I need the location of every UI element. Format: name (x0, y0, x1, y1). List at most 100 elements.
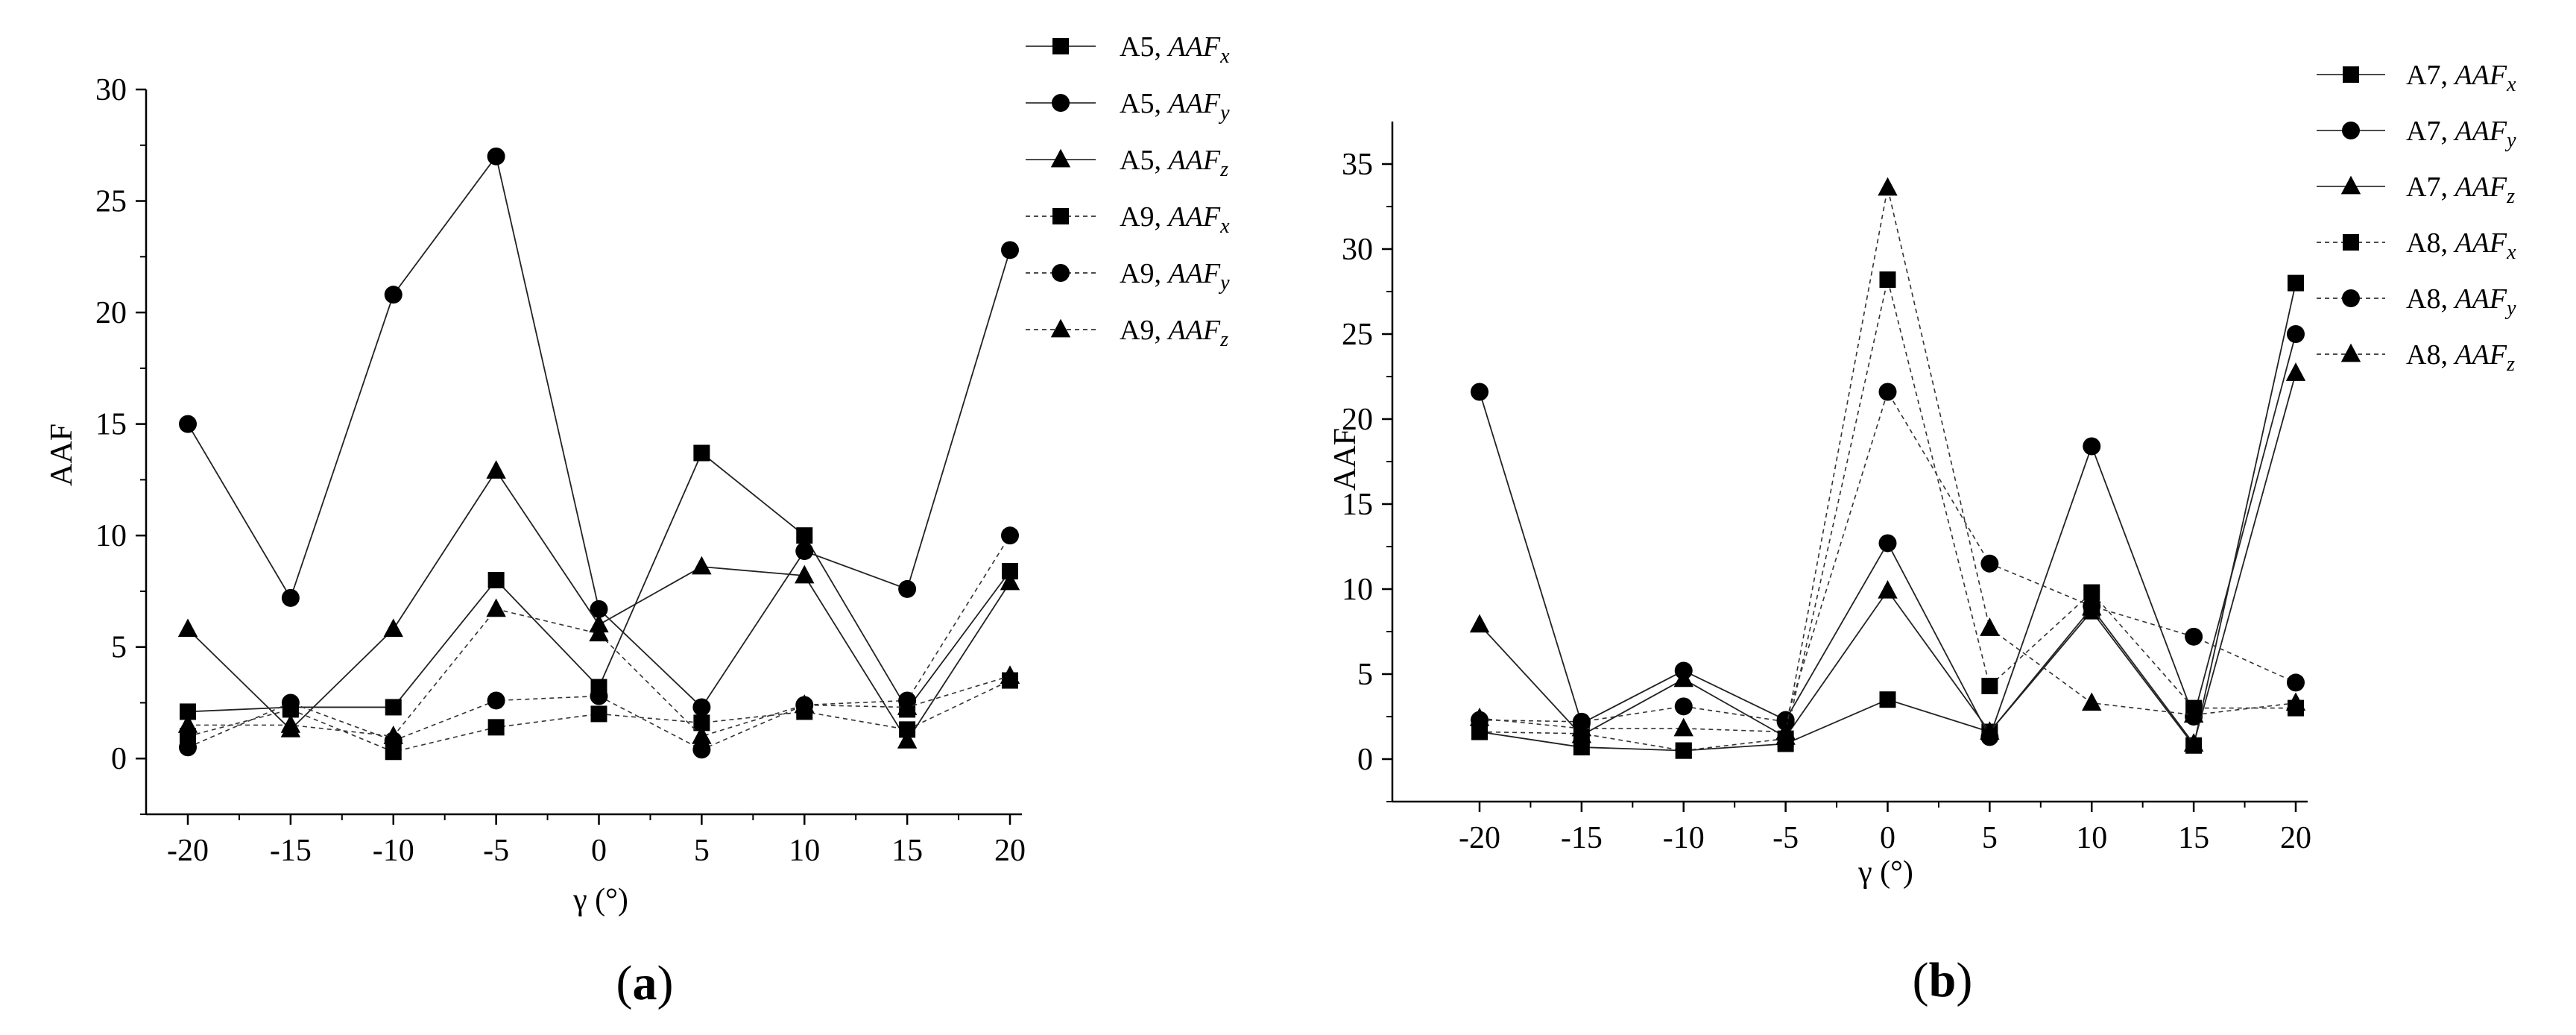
legend-label: A9, AAFy (1120, 258, 1230, 295)
legend-entry: A8, AAFz (2317, 339, 2515, 376)
data-point (590, 600, 608, 618)
data-point (693, 444, 710, 462)
y-tick-label: 30 (1342, 233, 1373, 267)
legend-entry: A5, AAFy (1026, 88, 1230, 125)
data-point (177, 618, 198, 638)
legend-marker (1052, 264, 1070, 282)
x-axis-label: γ (°) (572, 883, 628, 917)
data-point (1675, 742, 1692, 759)
data-point (590, 687, 608, 705)
data-point (1001, 241, 1019, 259)
series-line (1479, 390, 2296, 723)
legend-marker (1050, 318, 1071, 338)
data-point (384, 286, 402, 304)
data-point (692, 726, 712, 744)
data-point (1980, 617, 2000, 636)
data-point (2183, 733, 2204, 752)
x-tick-label: -5 (483, 834, 509, 868)
data-point (590, 705, 607, 723)
series-line (1479, 187, 2296, 733)
x-tick-label: 5 (1982, 821, 1998, 855)
data-point (383, 618, 403, 638)
legend-label: A7, AAFy (2406, 116, 2516, 152)
legend-entry: A7, AAFy (2317, 116, 2516, 152)
legend-marker (2340, 343, 2361, 362)
data-point (1674, 697, 1693, 716)
legend-marker (2340, 175, 2361, 195)
data-point (692, 740, 711, 759)
y-axis-label: AAF (45, 424, 79, 486)
y-axis-label: AAF (1328, 428, 1363, 491)
legend-entry: A7, AAFz (2317, 172, 2515, 208)
data-point (2287, 673, 2305, 692)
data-point (795, 542, 814, 561)
data-point (1673, 717, 1693, 737)
data-point (795, 564, 815, 584)
data-point (2183, 704, 2204, 723)
x-tick-label: 10 (789, 834, 820, 868)
y-tick-label: 20 (1342, 403, 1373, 437)
x-tick-label: 15 (891, 834, 923, 868)
data-point (280, 714, 301, 733)
data-point (795, 694, 815, 713)
data-point (1879, 271, 1896, 289)
data-point (1980, 554, 1999, 573)
legend-marker (2342, 122, 2360, 139)
legend-entry: A5, AAFx (1026, 31, 1230, 68)
x-tick-label: 5 (694, 834, 710, 868)
y-tick-label: 25 (95, 185, 127, 219)
x-tick-label: -15 (270, 834, 312, 868)
series-a9-aafz (177, 598, 1020, 744)
data-point (177, 714, 198, 733)
data-point (1980, 721, 2000, 740)
x-axis-label: γ (°) (1857, 855, 1913, 890)
data-point (2082, 692, 2102, 711)
legend-label: A9, AAFx (1120, 201, 1230, 238)
x-tick-label: 10 (2076, 821, 2107, 855)
data-point (796, 527, 813, 544)
x-tick-label: -20 (167, 834, 209, 868)
legend-label: A8, AAFy (2406, 283, 2516, 320)
data-point (1878, 534, 1897, 553)
y-tick-label: 10 (1342, 573, 1373, 607)
data-point (487, 719, 505, 736)
series-line (188, 608, 1011, 737)
series-a5-aafx (180, 444, 1018, 720)
data-point (692, 698, 711, 717)
x-tick-label: 20 (2280, 821, 2311, 855)
series-a8-aafx (1471, 271, 2304, 759)
panel-label: (a) (616, 956, 674, 1010)
legend-marker (1052, 208, 1069, 224)
data-point (281, 693, 300, 712)
data-point (2083, 597, 2101, 615)
y-tick-label: 0 (1357, 743, 1373, 777)
data-point (487, 571, 505, 588)
legend-entry: A8, AAFx (2317, 227, 2516, 264)
series-line (1479, 373, 2296, 746)
x-tick-label: -10 (1663, 821, 1705, 855)
legend-label: A8, AAFz (2406, 339, 2515, 376)
data-point (486, 460, 506, 479)
data-point (1469, 707, 1490, 726)
data-point (2285, 692, 2306, 711)
series-a8-aafz (1469, 177, 2306, 740)
series-a7-aafx (1471, 274, 2304, 759)
data-point (385, 699, 402, 716)
legend-label: A5, AAFx (1120, 31, 1230, 68)
data-point (1000, 665, 1020, 684)
legend-marker (1052, 38, 1069, 54)
x-tick-label: 20 (994, 834, 1026, 868)
data-point (1573, 739, 1590, 756)
x-tick-label: 15 (2178, 821, 2209, 855)
y-tick-label: 30 (95, 73, 127, 107)
data-point (1001, 526, 1019, 545)
data-point (2185, 627, 2203, 646)
legend-entry: A8, AAFy (2317, 283, 2516, 320)
y-tick-label: 5 (1357, 658, 1373, 692)
legend-label: A5, AAFz (1120, 145, 1228, 181)
data-point (179, 738, 197, 757)
legend-marker (1050, 148, 1071, 168)
x-tick-label: -5 (1772, 821, 1799, 855)
data-point (897, 729, 918, 749)
